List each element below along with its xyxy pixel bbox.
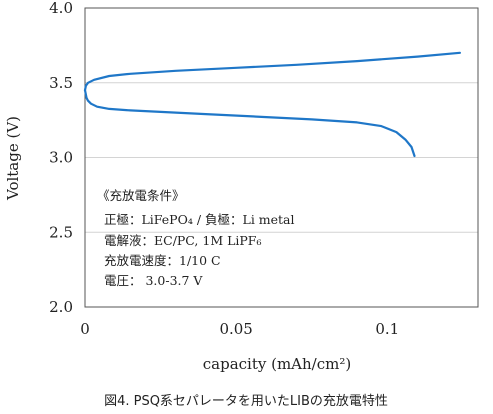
x-axis-label: capacity (mAh/cm²) [203, 355, 351, 373]
series-group [83, 51, 461, 158]
conditions-title: 《充放電条件》 [97, 188, 185, 203]
plot-frame [84, 7, 479, 308]
x-tick-label: 0 [80, 320, 90, 338]
discharge-curve [83, 89, 416, 158]
x-tick-label: 0.1 [375, 320, 399, 338]
y-tick-label: 4.0 [49, 0, 73, 17]
figure-caption: 図4. PSQ系セパレータを用いたLIBの充放電特性 [104, 393, 388, 409]
x-tick-label: 0.05 [219, 320, 252, 338]
conditions-box: 《充放電条件》 正極：LiFePO₄ / 負極：Li metal 電解液：EC/… [97, 188, 295, 288]
charge-curve [83, 51, 461, 92]
condition-electrodes: 正極：LiFePO₄ / 負極：Li metal [104, 212, 295, 227]
y-axis-label: Voltage (V) [4, 116, 22, 201]
y-tick-label: 2.5 [49, 223, 73, 241]
condition-voltage: 電圧： 3.0-3.7 V [104, 273, 203, 288]
condition-electrolyte: 電解液：EC/PC, 1M LiPF₆ [104, 233, 262, 248]
y-tick-label: 3.0 [49, 149, 73, 167]
axis-ticks: 2.0 2.5 3.0 3.5 4.0 0 0.05 0.1 [49, 0, 399, 338]
condition-rate: 充放電速度：1/10 C [104, 253, 221, 268]
y-tick-label: 3.5 [49, 74, 73, 92]
y-tick-label: 2.0 [49, 298, 73, 316]
gridlines [85, 82, 478, 233]
